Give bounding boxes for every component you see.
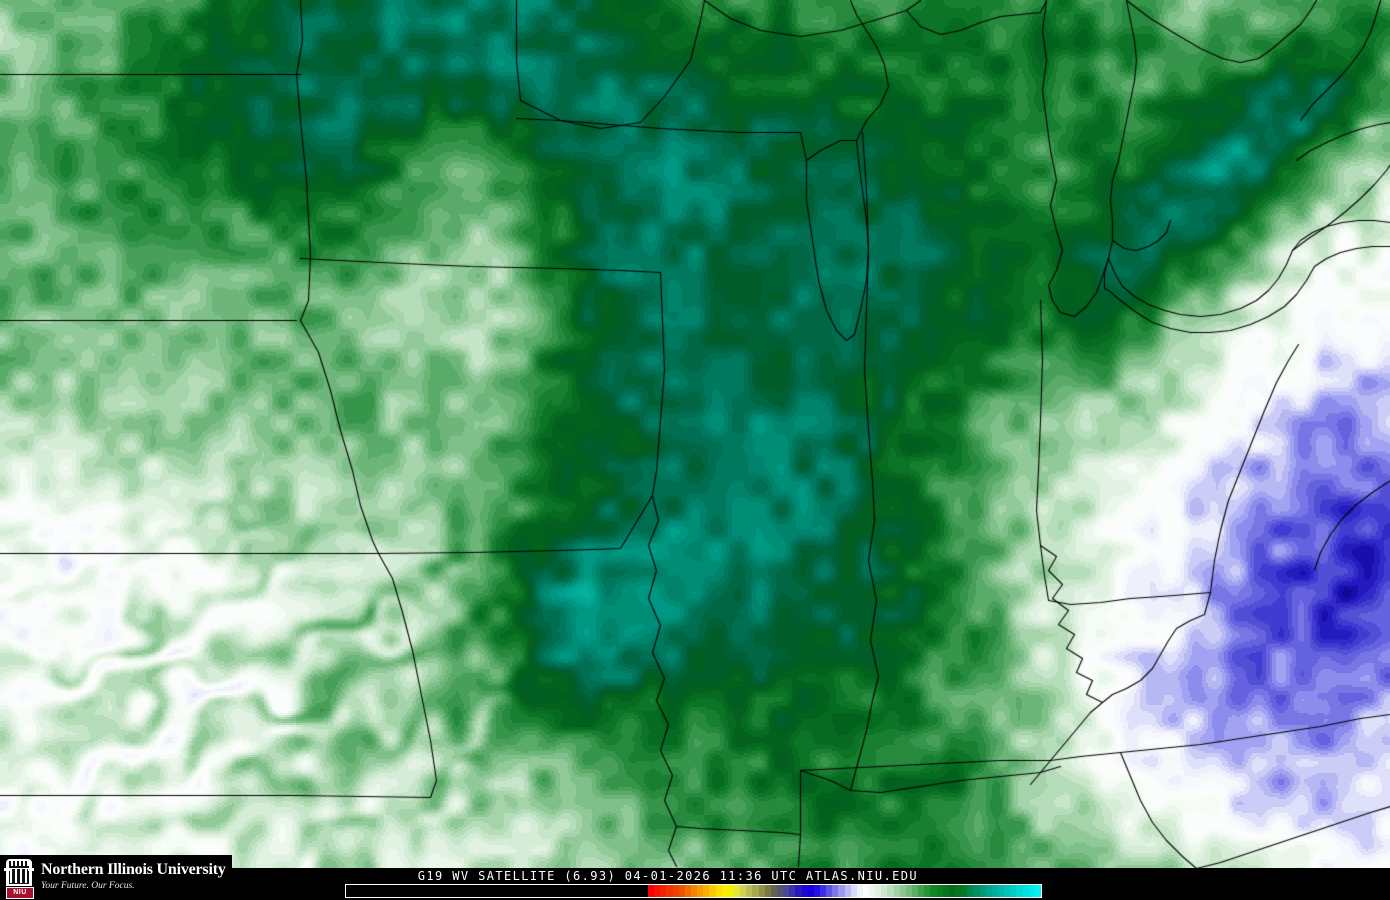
caption-bar bbox=[0, 868, 1390, 884]
niu-badge-label: NIU bbox=[13, 889, 27, 896]
university-name: Northern Illinois University bbox=[41, 861, 226, 879]
satellite-imagery-panel bbox=[0, 0, 1390, 869]
niu-logo: NIU Northern Illinois University Your Fu… bbox=[0, 855, 232, 900]
color-scale-bar bbox=[345, 884, 1042, 898]
color-scale-gradient bbox=[648, 885, 1041, 897]
product-caption: G19 WV SATELLITE (6.93) 04-01-2026 11:36… bbox=[417, 869, 918, 883]
university-tagline: Your Future. Our Focus. bbox=[41, 881, 135, 892]
niu-castle-icon: NIU bbox=[4, 858, 34, 899]
state-boundary-overlay bbox=[0, 0, 1390, 869]
